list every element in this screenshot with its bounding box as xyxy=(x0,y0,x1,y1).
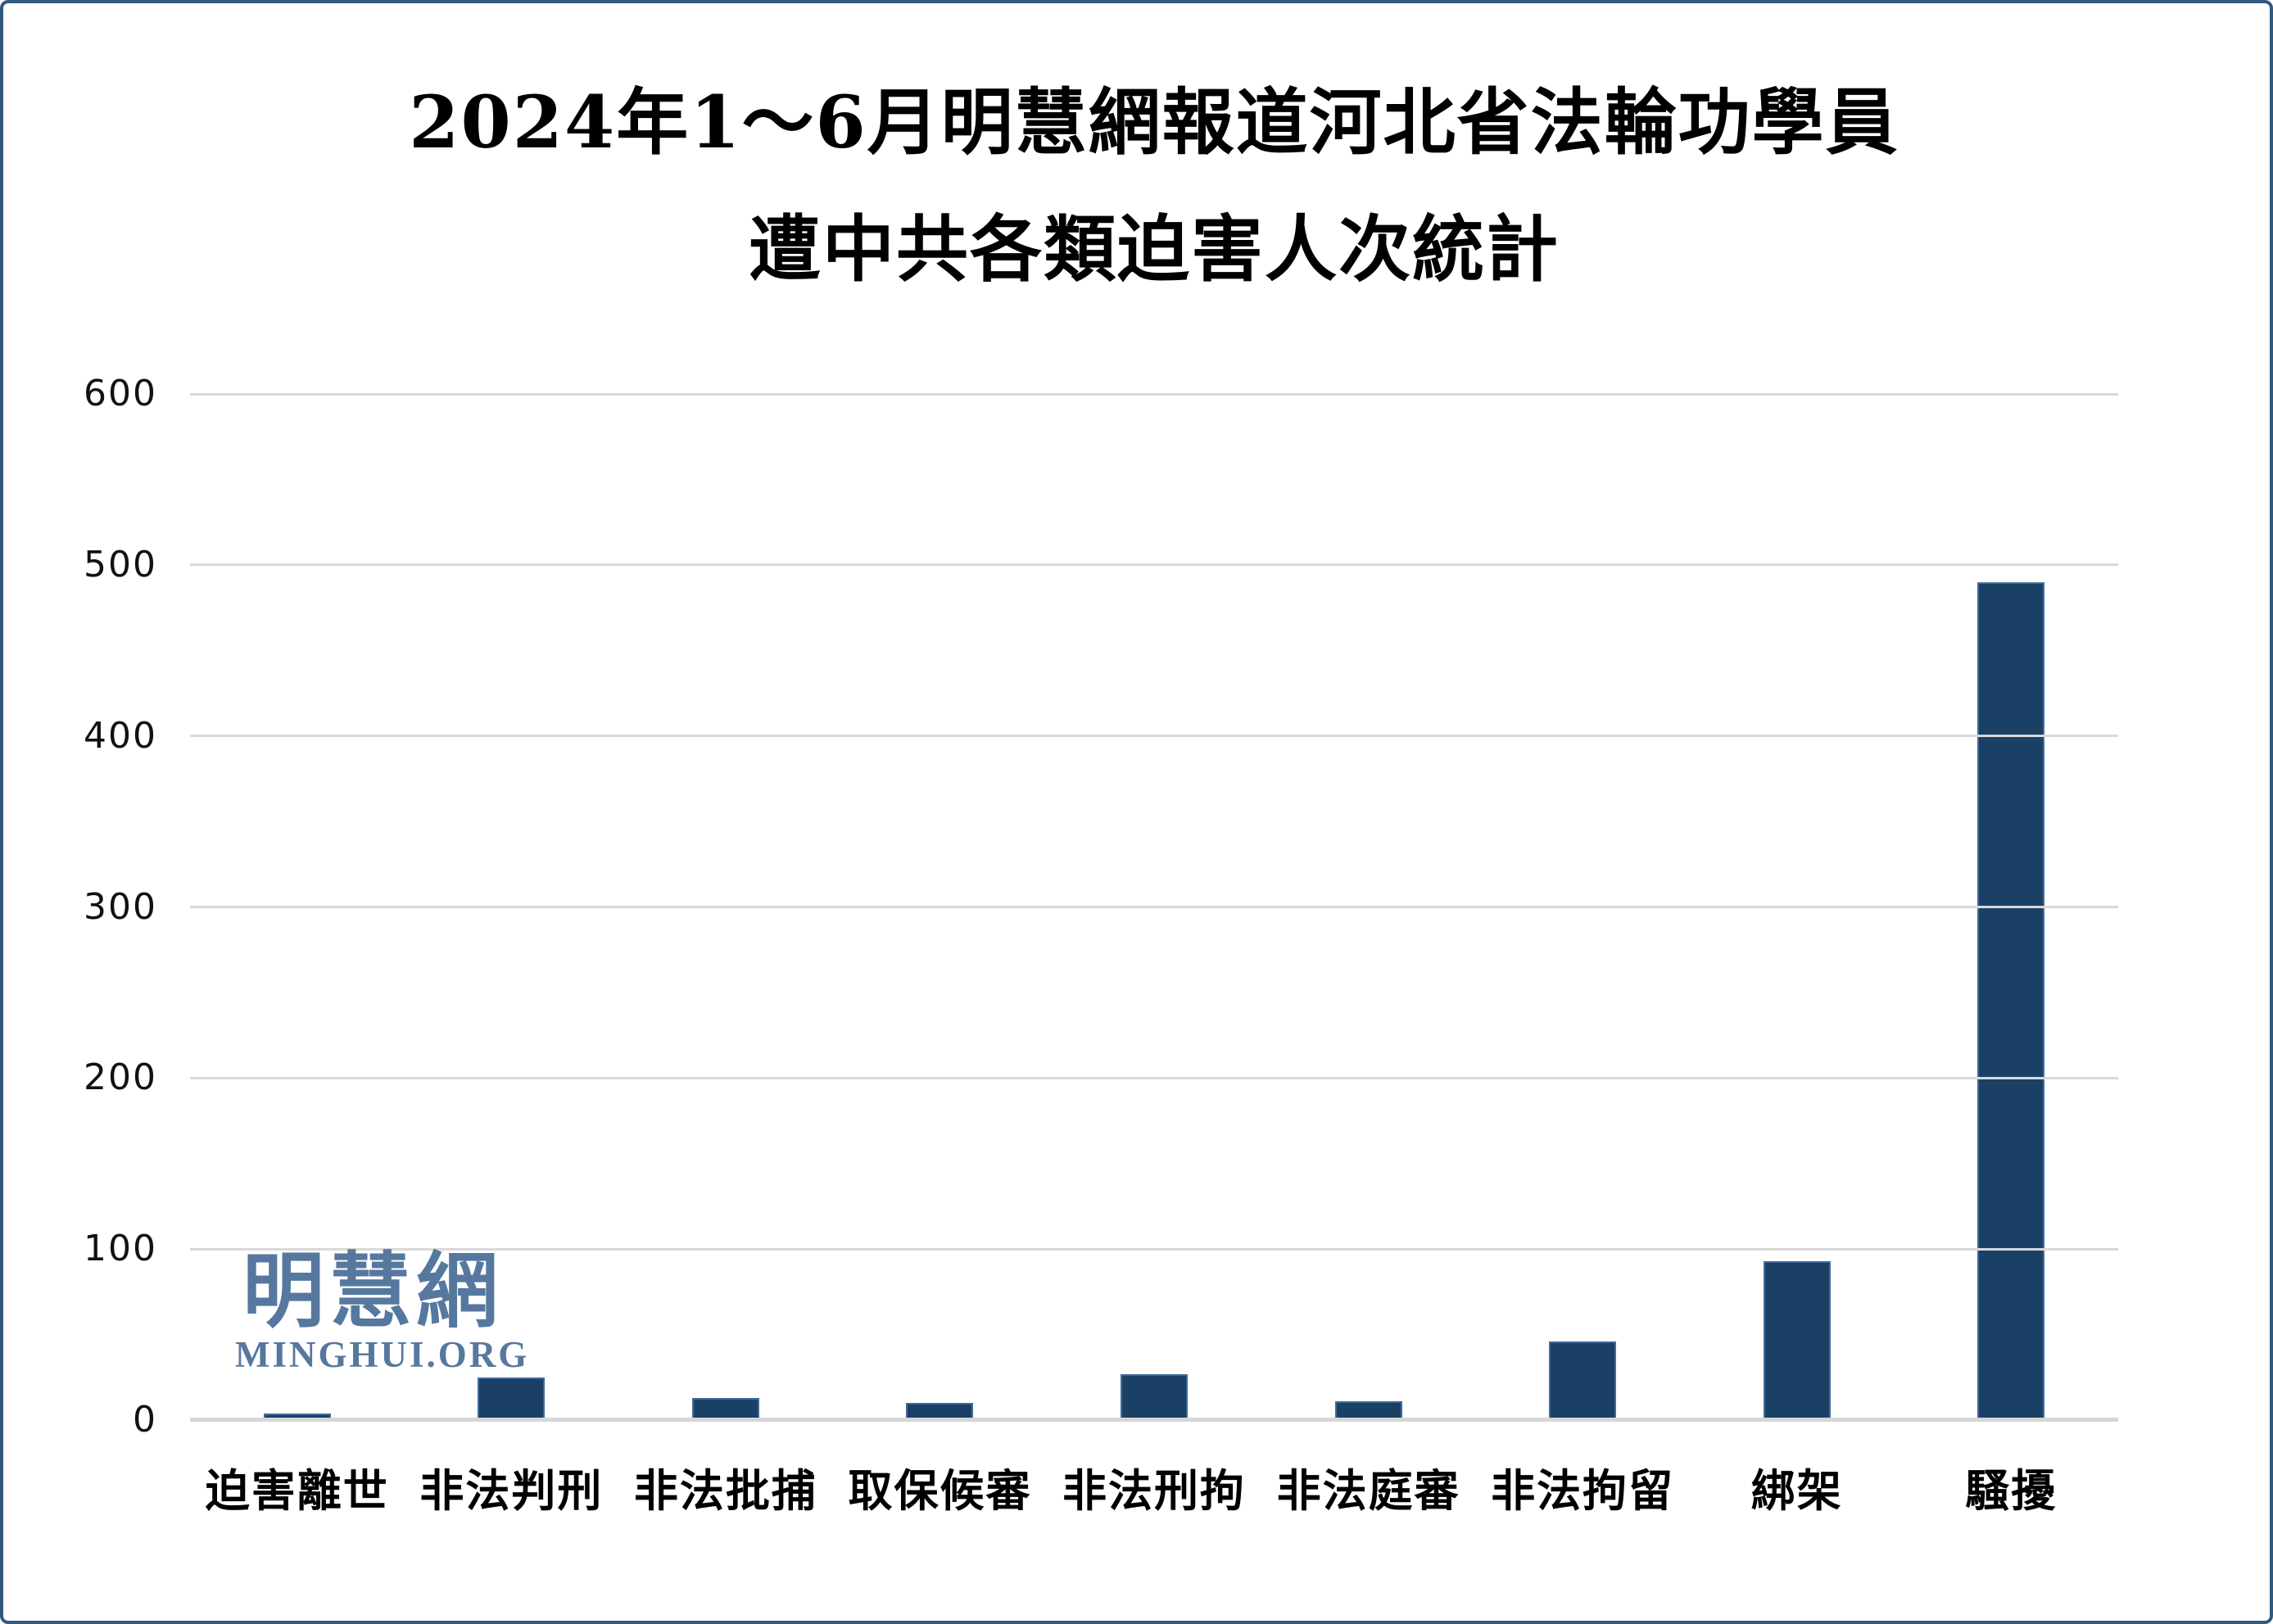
y-tick-label-200: 200 xyxy=(84,1056,157,1099)
gridline-400 xyxy=(190,735,2118,738)
gridline-100 xyxy=(190,1247,2118,1251)
bar-非法拘留 xyxy=(1549,1341,1617,1420)
x-label-非法批捕: 非法批捕 xyxy=(633,1464,817,1517)
bars-container xyxy=(190,394,2118,1420)
plot-area xyxy=(190,392,2118,1422)
x-label-非法刑拘: 非法刑拘 xyxy=(1062,1464,1247,1517)
bar-取保候審 xyxy=(906,1403,974,1420)
bar-slot xyxy=(190,394,405,1420)
x-label-騷擾: 騷擾 xyxy=(1965,1464,2058,1517)
bar-slot xyxy=(1904,394,2119,1420)
bar-slot xyxy=(1047,394,1261,1420)
y-axis: 0 100 200 300 400 500 600 xyxy=(3,3,157,1621)
gridline-300 xyxy=(190,906,2118,908)
gridline-200 xyxy=(190,1076,2118,1079)
bar-非法刑拘 xyxy=(1121,1373,1189,1420)
x-label-取保候審: 取保候審 xyxy=(848,1464,1032,1517)
gridline-600 xyxy=(190,392,2118,396)
y-tick-label-600: 600 xyxy=(84,373,157,414)
x-label-非法判刑: 非法判刑 xyxy=(419,1464,604,1517)
x-axis-labels: 迫害離世 非法判刑 非法批捕 取保候審 非法刑拘 非法庭審 非法拘留 綁架 騷擾 xyxy=(190,1454,2118,1519)
bar-非法庭審 xyxy=(1334,1401,1402,1420)
y-tick-label-400: 400 xyxy=(84,714,157,757)
x-label-迫害離世: 迫害離世 xyxy=(205,1464,389,1517)
y-tick-label-500: 500 xyxy=(84,543,157,586)
bar-綁架 xyxy=(1763,1260,1831,1420)
gridline-500 xyxy=(190,563,2118,567)
bar-騷擾 xyxy=(1977,581,2045,1420)
x-label-綁架: 綁架 xyxy=(1750,1464,1843,1517)
bar-slot xyxy=(833,394,1048,1420)
bar-slot xyxy=(618,394,833,1420)
bar-slot xyxy=(1690,394,1904,1420)
bar-非法批捕 xyxy=(691,1397,759,1420)
bar-非法判刑 xyxy=(478,1377,546,1420)
x-label-非法拘留: 非法拘留 xyxy=(1491,1464,1675,1517)
x-label-非法庭審: 非法庭審 xyxy=(1276,1464,1460,1517)
y-tick-label-0: 0 xyxy=(133,1399,157,1441)
chart-title-line2: 遭中共各類迫害人次統計 xyxy=(748,206,1560,292)
bar-slot xyxy=(405,394,619,1420)
y-tick-label-300: 300 xyxy=(84,885,157,928)
bar-slot xyxy=(1261,394,1476,1420)
bar-迫害離世 xyxy=(263,1413,331,1420)
y-tick-label-100: 100 xyxy=(84,1228,157,1270)
chart-title-line1: 2024年1～6月明慧網報道河北省法輪功學員 xyxy=(409,79,1899,165)
x-axis-line xyxy=(190,1418,2118,1422)
bar-slot xyxy=(1475,394,1690,1420)
chart-title: 2024年1～6月明慧網報道河北省法輪功學員 遭中共各類迫害人次統計 xyxy=(190,59,2118,313)
